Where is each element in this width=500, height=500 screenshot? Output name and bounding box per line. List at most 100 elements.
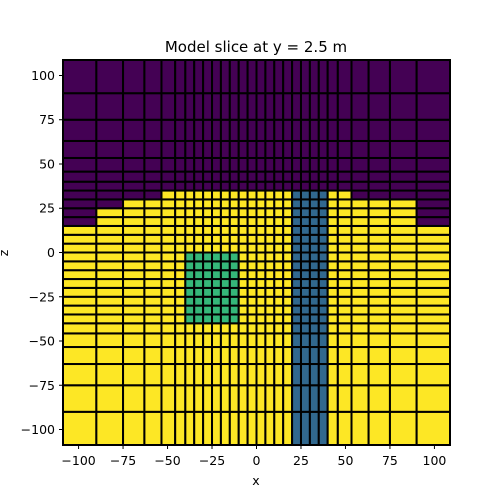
cell-background bbox=[160, 198, 177, 210]
cell-air bbox=[264, 180, 276, 192]
cell-background bbox=[237, 189, 249, 201]
cell-air bbox=[291, 59, 302, 95]
cell-air bbox=[291, 92, 302, 121]
cell-block_right bbox=[291, 216, 302, 227]
cell-background bbox=[237, 313, 249, 325]
cell-air bbox=[237, 59, 249, 95]
cell-air bbox=[62, 170, 98, 183]
cell-air bbox=[122, 189, 146, 201]
cell-air bbox=[184, 180, 196, 192]
cell-background bbox=[160, 216, 177, 227]
cell-block_center bbox=[202, 313, 214, 325]
cell-background bbox=[122, 207, 146, 219]
cell-background bbox=[62, 384, 98, 413]
cell-background bbox=[237, 278, 249, 289]
cell-air bbox=[122, 156, 146, 173]
cell-air bbox=[62, 92, 98, 121]
cell-background bbox=[174, 233, 187, 245]
cell-air bbox=[336, 139, 353, 159]
cell-background bbox=[282, 224, 294, 236]
cell-air bbox=[95, 118, 125, 142]
cell-background bbox=[202, 332, 214, 349]
x-tick-label: −25 bbox=[199, 453, 225, 468]
cell-background bbox=[219, 363, 231, 387]
cell-air bbox=[62, 118, 98, 142]
cell-background bbox=[184, 363, 196, 387]
cell-block_center bbox=[228, 269, 240, 281]
cell-background bbox=[273, 363, 285, 387]
cell-background bbox=[62, 295, 98, 307]
cell-background bbox=[273, 251, 285, 263]
cell-background bbox=[95, 269, 125, 281]
cell-background bbox=[350, 286, 370, 298]
cell-background bbox=[246, 251, 258, 263]
cell-air bbox=[308, 59, 320, 95]
cell-background bbox=[237, 242, 249, 254]
cell-air bbox=[326, 92, 339, 121]
cell-background bbox=[237, 332, 249, 349]
y-tick-label: −100 bbox=[21, 422, 55, 437]
cell-air bbox=[291, 170, 302, 183]
cell-background bbox=[143, 251, 163, 263]
cell-background bbox=[388, 207, 418, 219]
cell-background bbox=[255, 242, 267, 254]
cell-background bbox=[282, 384, 294, 413]
cell-air bbox=[95, 139, 125, 159]
cell-air bbox=[326, 118, 339, 142]
cell-background bbox=[122, 242, 146, 254]
cell-air bbox=[415, 156, 452, 173]
cell-air bbox=[228, 139, 240, 159]
cell-air bbox=[62, 216, 98, 227]
cell-background bbox=[273, 260, 285, 272]
cell-air bbox=[219, 156, 231, 173]
cell-background bbox=[237, 198, 249, 210]
cell-background bbox=[336, 251, 353, 263]
cell-block_right bbox=[299, 313, 311, 325]
cell-block_right bbox=[308, 384, 320, 413]
cell-air bbox=[282, 170, 294, 183]
cell-block_right bbox=[317, 251, 329, 263]
cell-background bbox=[264, 410, 276, 446]
cell-background bbox=[237, 346, 249, 366]
cell-background bbox=[122, 224, 146, 236]
cell-background bbox=[62, 322, 98, 335]
cell-air bbox=[95, 198, 125, 210]
cell-background bbox=[202, 216, 214, 227]
cell-block_right bbox=[308, 322, 320, 335]
cell-background bbox=[415, 233, 452, 245]
cell-background bbox=[246, 224, 258, 236]
cell-air bbox=[174, 156, 187, 173]
cell-background bbox=[219, 216, 231, 227]
cell-background bbox=[143, 207, 163, 219]
cell-block_right bbox=[299, 286, 311, 298]
cell-block_right bbox=[291, 332, 302, 349]
cell-air bbox=[282, 59, 294, 95]
cell-block_right bbox=[308, 410, 320, 446]
cell-background bbox=[367, 304, 391, 316]
cell-block_center bbox=[193, 295, 205, 307]
cell-air bbox=[219, 59, 231, 95]
cell-air bbox=[174, 59, 187, 95]
cell-background bbox=[326, 242, 339, 254]
cell-background bbox=[326, 313, 339, 325]
cell-background bbox=[122, 322, 146, 335]
cell-background bbox=[255, 216, 267, 227]
cell-block_center bbox=[184, 313, 196, 325]
cell-air bbox=[160, 156, 177, 173]
cell-air bbox=[193, 59, 205, 95]
cell-background bbox=[193, 224, 205, 236]
cell-background bbox=[193, 332, 205, 349]
cell-background bbox=[388, 278, 418, 289]
cell-background bbox=[388, 260, 418, 272]
cell-background bbox=[326, 295, 339, 307]
cell-air bbox=[367, 139, 391, 159]
cell-background bbox=[246, 363, 258, 387]
cell-block_right bbox=[308, 260, 320, 272]
cell-background bbox=[174, 207, 187, 219]
cell-air bbox=[415, 198, 452, 210]
cell-background bbox=[367, 233, 391, 245]
cell-background bbox=[143, 332, 163, 349]
cell-air bbox=[237, 92, 249, 121]
cell-block_right bbox=[291, 251, 302, 263]
cell-background bbox=[415, 363, 452, 387]
